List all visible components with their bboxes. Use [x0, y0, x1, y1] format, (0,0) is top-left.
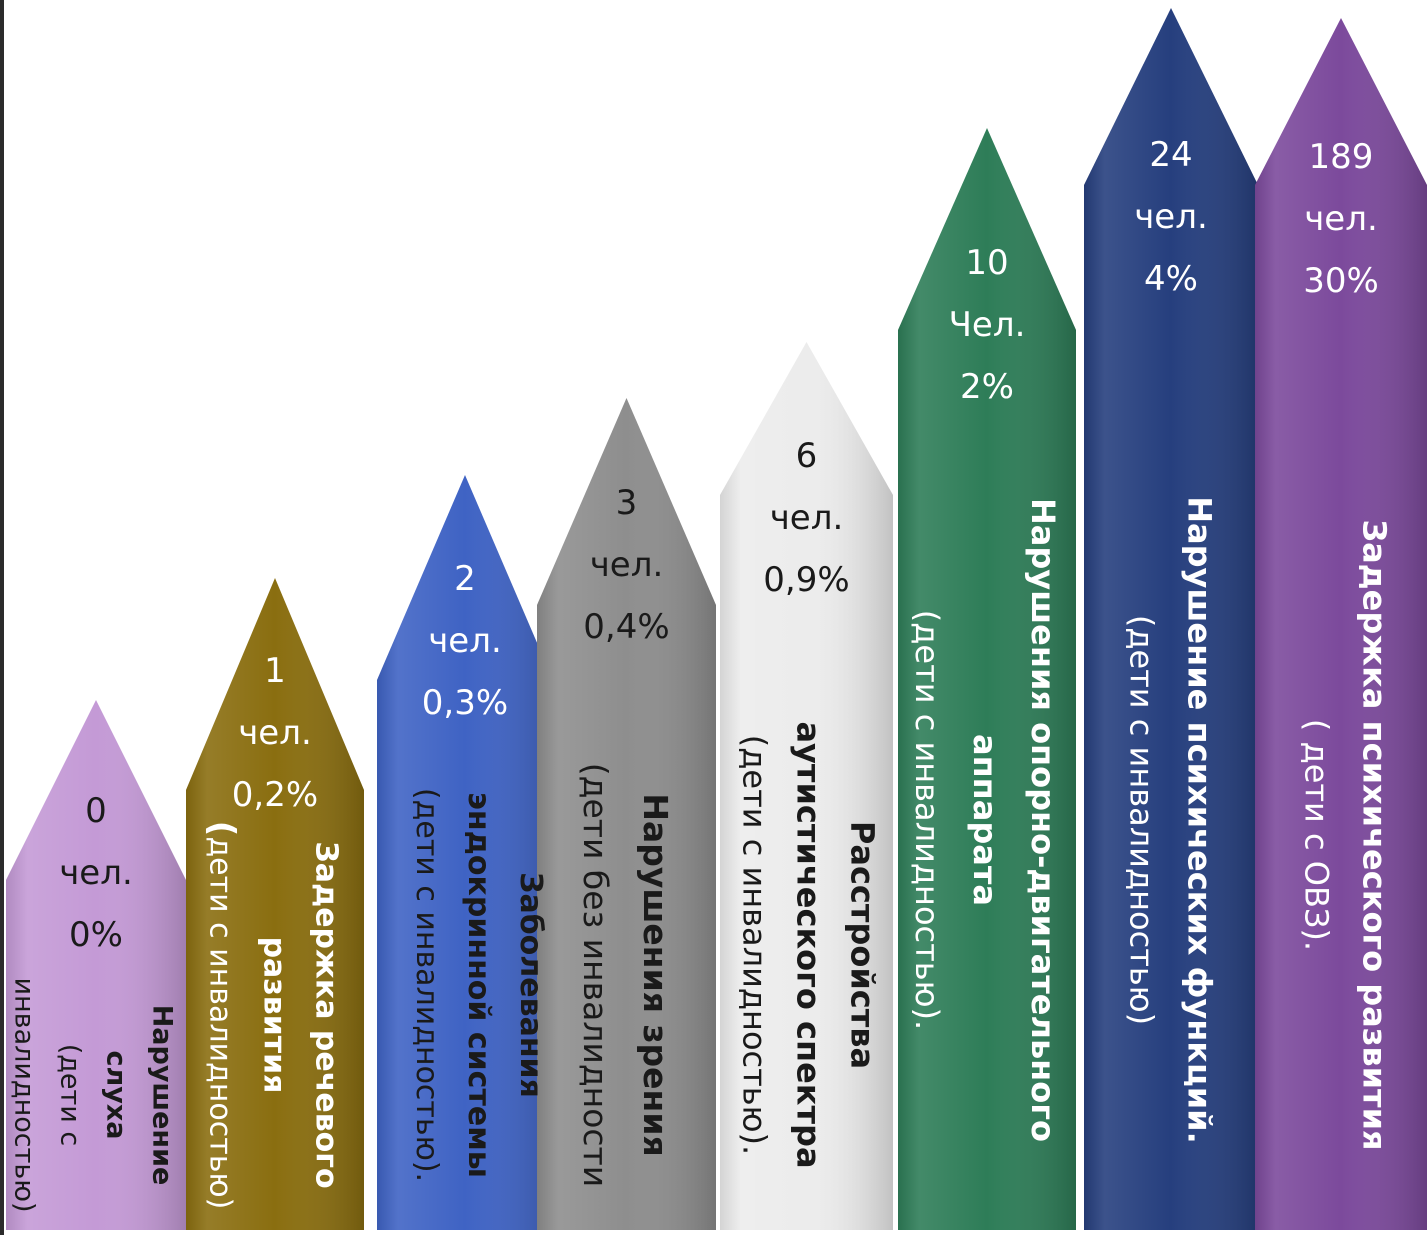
bar-percent-3: 0,3% [421, 683, 509, 723]
bar-unit-6: Чел. [948, 305, 1026, 345]
bar-unit-8: чел. [1304, 199, 1378, 239]
arrow-bar-shade-1 [6, 700, 186, 1230]
bar-percent-1: 0% [69, 915, 123, 955]
value-label-3: 2 чел. 0,3% [377, 548, 553, 734]
category-title-line: слуха [100, 1050, 132, 1140]
bar-unit-3: чел. [428, 621, 502, 661]
category-note-line: инвалидностью) [8, 977, 40, 1213]
category-title-line: развития [255, 936, 291, 1094]
category-note-line: (дети с инвалидностью) [200, 820, 241, 1210]
bar-unit-1: чел. [59, 853, 133, 893]
category-title-line: Задержка речевого [307, 841, 343, 1189]
category-note-line: (дети с инвалидностью). [735, 734, 774, 1156]
arrow-bar-shade-2 [186, 578, 364, 1230]
value-label-8: 189 чел. 30% [1255, 126, 1427, 312]
bar-value-6: 10 [965, 243, 1009, 283]
bar-value-2: 1 [264, 651, 286, 691]
bar-value-8: 189 [1308, 137, 1374, 177]
category-note-line: (дети с [54, 1043, 86, 1147]
category-label-7: Нарушение психических функций. (дети с ин… [1112, 496, 1228, 1143]
arrow-bar-shade-3 [377, 475, 553, 1230]
value-label-1: 0 чел. 0% [6, 780, 186, 966]
category-label-1: Нарушение слуха (дети с инвалидностью) [0, 977, 184, 1212]
category-label-2: Задержка речевого развития (дети с инвалид… [193, 821, 351, 1210]
bar-percent-8: 30% [1303, 261, 1379, 301]
category-note-line: (дети без инвалидности [576, 762, 616, 1188]
bar-value-1: 0 [85, 791, 107, 831]
value-label-6: 10 Чел. 2% [898, 232, 1076, 418]
category-title-line: Нарушения зрения [636, 793, 676, 1157]
category-title-line: аппарата [965, 733, 1004, 907]
value-label-7: 24 чел. 4% [1084, 124, 1258, 310]
category-label-8: Задержка психического развития ( дети с О… [1287, 519, 1403, 1150]
bar-value-4: 3 [615, 483, 638, 523]
bar-value-7: 24 [1149, 135, 1193, 175]
category-label-4: Нарушения зрения (дети без инвалидности [565, 763, 685, 1187]
arrow-bar-shade-8 [1255, 18, 1427, 1230]
bar-percent-2: 0,2% [231, 775, 319, 815]
category-note-line: ( дети с ОВЗ). [1297, 718, 1336, 952]
bar-percent-5: 0,9% [763, 560, 850, 600]
category-note-line: (дети с инвалидностью). [409, 787, 445, 1183]
category-title-line: Задержка психического развития [1355, 519, 1394, 1151]
bar-value-5: 6 [795, 436, 818, 476]
arrow-bar-shade-5 [720, 342, 893, 1230]
category-label-6: Нарушения опорно-двигательного аппарата (д… [898, 498, 1072, 1142]
category-title-line: Расстройства [843, 820, 882, 1070]
category-title-line: Нарушения опорно-двигательного [1023, 498, 1062, 1142]
arrow-bar-shade-6 [898, 128, 1076, 1230]
value-label-4: 3 чел. 0,4% [537, 472, 716, 658]
category-title-line: Нарушение психических функций. [1180, 496, 1219, 1144]
bar-percent-6: 2% [960, 367, 1014, 407]
category-note-line: (дети с инвалидностью). [907, 609, 946, 1031]
arrow-bar-shade-7 [1084, 8, 1258, 1230]
bar-unit-7: чел. [1134, 197, 1208, 237]
bar-unit-4: чел. [589, 545, 664, 585]
category-title-line: эндокринной системы [461, 792, 497, 1178]
category-label-3: Заболевания эндокринной системы (дети с ин… [400, 788, 556, 1182]
category-note-line: (дети с инвалидностью) [1122, 614, 1161, 1026]
value-label-5: 6 чел. 0,9% [720, 425, 893, 611]
bar-unit-2: чел. [238, 713, 312, 753]
arrow-bar-shade-4 [537, 398, 716, 1230]
left-axis-line [0, 0, 4, 1235]
category-title-line: Заболевания [513, 872, 549, 1098]
bar-percent-7: 4% [1144, 259, 1198, 299]
category-title-line: аутистического спектра [789, 721, 828, 1169]
bar-percent-4: 0,4% [583, 607, 670, 647]
bar-value-3: 2 [454, 559, 476, 599]
category-title-line: Нарушение [146, 1004, 178, 1186]
category-label-5: Расстройства аутистического спектра (дети … [727, 721, 889, 1168]
bar-unit-5: чел. [769, 498, 844, 538]
value-label-2: 1 чел. 0,2% [186, 640, 364, 826]
